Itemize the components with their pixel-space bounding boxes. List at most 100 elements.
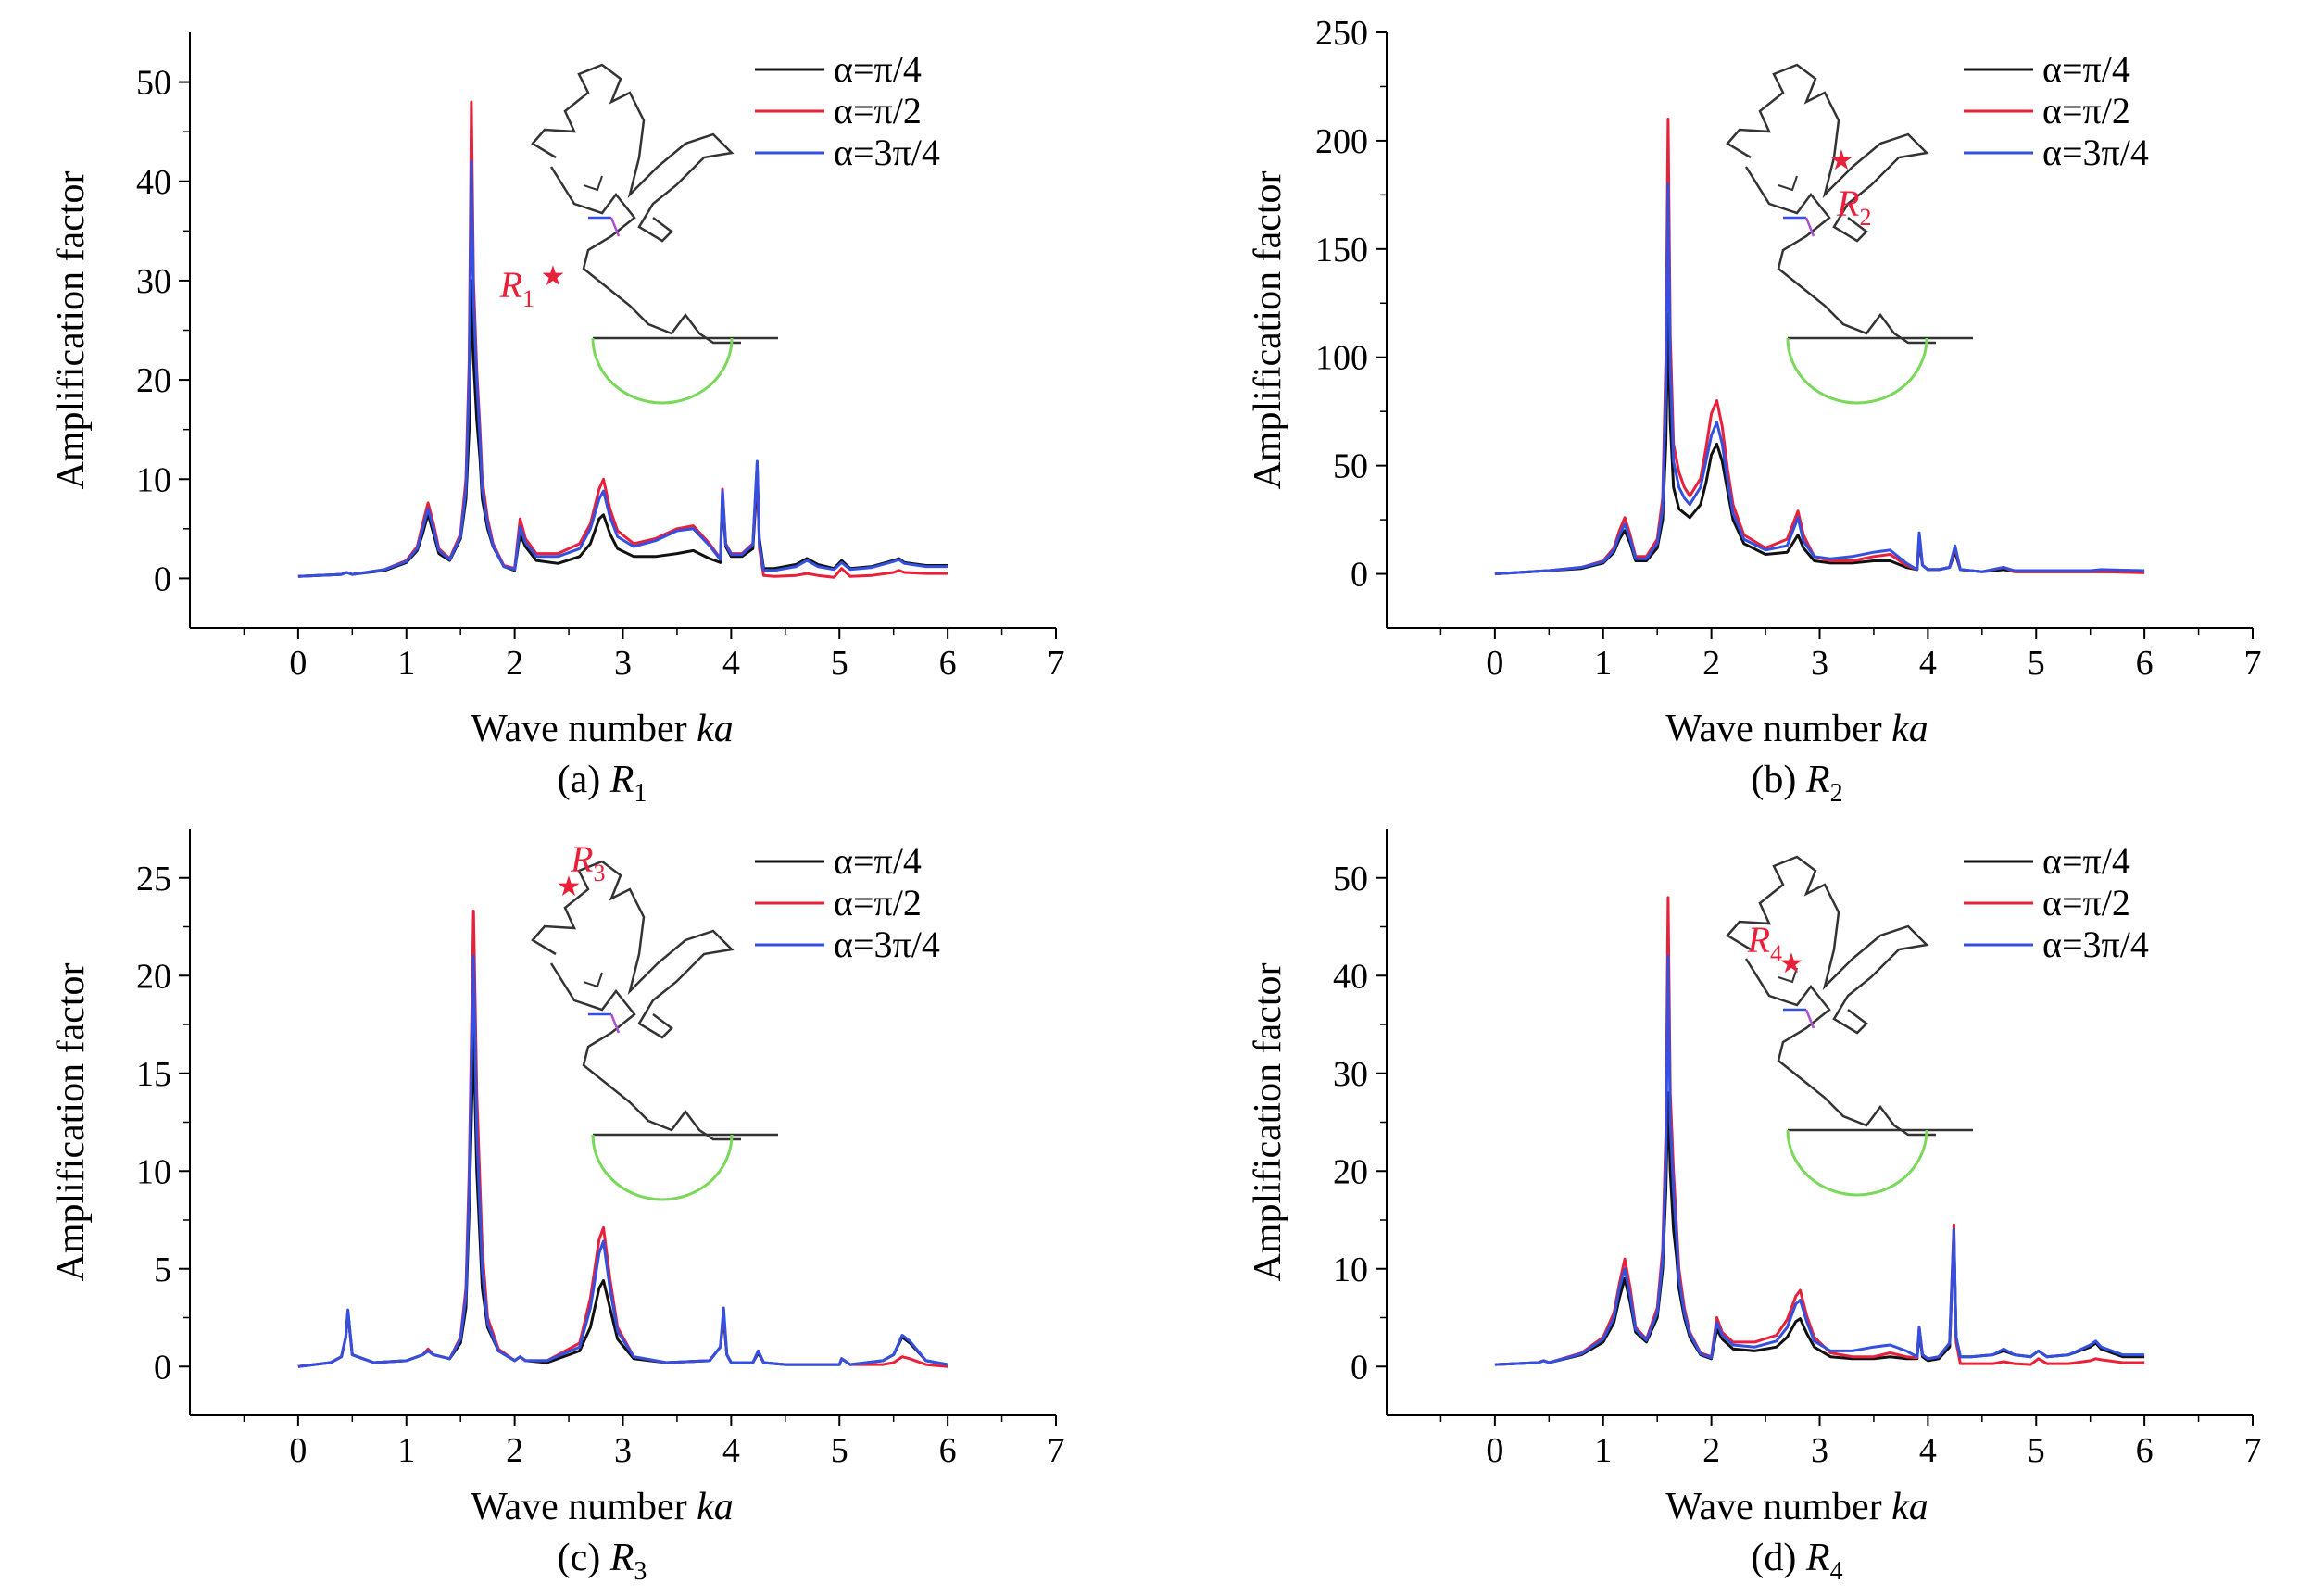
x-tick-label: 3 (614, 644, 632, 683)
x-tick-label: 4 (1919, 644, 1937, 683)
panel-caption: (c) R3 (558, 1537, 647, 1586)
panel-caption-label: R (1805, 759, 1830, 801)
panel-caption-label: R (1805, 1537, 1830, 1579)
measurement-point-subscript: 2 (1859, 204, 1871, 231)
measurement-point-letter: R (570, 838, 593, 880)
measurement-point-subscript: 1 (522, 285, 534, 312)
x-tick-label: 3 (1811, 644, 1828, 683)
x-tick-label: 2 (506, 644, 523, 683)
harbour-outline-lower (1744, 958, 1936, 1137)
legend-label: α=π/4 (2042, 48, 2130, 90)
y-tick-label: 0 (1351, 1348, 1368, 1387)
chart-panel-2: 0 1 2 3 4 5 6 7 0 5 10 15 20 25 Amplification factor Wa… (50, 829, 1065, 1586)
y-axis-label: Amplification factor (50, 170, 93, 489)
y-axis-label: Amplification factor (50, 962, 93, 1281)
x-tick-label: 7 (1048, 644, 1065, 683)
measurement-point-letter: R (1836, 182, 1859, 224)
y-tick-label: 0 (154, 1348, 171, 1387)
inner-boundary-magenta (609, 1013, 621, 1034)
x-axis-label: Wave number ka (471, 1486, 734, 1528)
panel-caption-subscript: 3 (634, 1557, 647, 1586)
y-tick-label: 15 (136, 1055, 171, 1094)
x-tick-label: 4 (722, 1431, 740, 1470)
harbour-dock (583, 175, 603, 192)
x-tick-label: 5 (831, 1431, 848, 1470)
x-tick-label: 4 (1919, 1431, 1937, 1470)
panel-caption: (d) R4 (1751, 1537, 1842, 1586)
x-axis-label-symbol: ka (697, 708, 734, 750)
y-tick-label: 50 (136, 64, 171, 103)
x-axis-label-symbol: ka (1891, 1486, 1928, 1528)
y-tick-label: 30 (1333, 1055, 1368, 1094)
panel-caption-subscript: 2 (1830, 779, 1843, 808)
open-sea-boundary (591, 1134, 734, 1201)
x-tick-label: 3 (1811, 1431, 1828, 1470)
x-tick-label: 2 (506, 1431, 523, 1470)
legend-label: α=3π/4 (2042, 132, 2149, 173)
harbour-dock (1778, 967, 1798, 984)
x-tick-label: 0 (289, 644, 307, 683)
inner-boundary-magenta (1804, 1009, 1815, 1029)
y-tick-label: 150 (1315, 231, 1368, 270)
y-tick-label: 40 (136, 163, 171, 202)
series-line-0 (297, 279, 948, 578)
y-tick-label: 100 (1315, 339, 1368, 378)
y-tick-label: 0 (1351, 556, 1368, 595)
panel-caption-subscript: 4 (1830, 1557, 1843, 1586)
y-tick-label: 40 (1333, 957, 1368, 996)
measurement-point-marker: ★ (541, 261, 566, 292)
x-tick-label: 1 (397, 644, 415, 683)
x-axis-label: Wave number ka (471, 708, 734, 750)
series-line-2 (1494, 954, 2145, 1366)
harbour-inset-map (1726, 855, 1973, 1197)
chart-panel-1: 0 1 2 3 4 5 6 7 0 50 100 150 200 250 Amplification fac… (1247, 14, 2262, 808)
y-tick-label: 50 (1333, 447, 1368, 486)
panel-caption: (a) R1 (558, 759, 647, 808)
series-line-2 (1494, 182, 2145, 575)
y-tick-label: 20 (1333, 1152, 1368, 1191)
y-tick-label: 10 (136, 460, 171, 499)
y-tick-label: 0 (154, 559, 171, 598)
x-tick-label: 6 (939, 644, 957, 683)
harbour-inset-map (531, 63, 778, 405)
panel-caption-prefix: (c) (558, 1537, 610, 1579)
x-axis-label-text: Wave number (471, 708, 697, 750)
x-tick-label: 0 (1486, 1431, 1503, 1470)
legend-label: α=π/4 (834, 840, 922, 882)
harbour-dock (1778, 175, 1798, 192)
legend-label: α=3π/4 (834, 924, 940, 965)
measurement-point-letter: R (1747, 919, 1770, 961)
x-tick-label: 6 (939, 1431, 957, 1470)
inner-boundary-magenta (609, 217, 621, 237)
open-sea-boundary (1786, 337, 1928, 405)
x-tick-label: 5 (831, 644, 848, 683)
y-axis-label: Amplification factor (1247, 170, 1289, 489)
y-tick-label: 10 (136, 1152, 171, 1191)
series-line-1 (297, 910, 948, 1368)
measurement-point-label: R1 (499, 264, 534, 312)
series-line-0 (1494, 312, 2145, 575)
measurement-point-subscript: 4 (1770, 940, 1782, 967)
x-tick-label: 1 (397, 1431, 415, 1470)
series-line-0 (1494, 1091, 2145, 1366)
x-tick-label: 3 (614, 1431, 632, 1470)
x-axis-label-text: Wave number (471, 1486, 697, 1528)
measurement-point-label: R3 (570, 838, 605, 886)
x-tick-label: 7 (2244, 644, 2262, 683)
x-tick-label: 2 (1702, 644, 1720, 683)
harbour-dock (583, 972, 603, 988)
x-tick-label: 6 (2136, 644, 2154, 683)
legend-label: α=π/2 (2042, 882, 2130, 924)
x-axis-label-text: Wave number (1665, 1486, 1891, 1528)
harbour-outline-lower (549, 166, 741, 345)
harbour-inset-map (531, 860, 778, 1201)
measurement-point-label: R4 (1747, 919, 1782, 967)
legend-label: α=π/4 (834, 48, 922, 90)
x-axis-label-symbol: ka (697, 1486, 734, 1528)
panel-caption-label: R (609, 1537, 634, 1579)
panel-caption-subscript: 1 (634, 779, 647, 808)
x-tick-label: 7 (2244, 1431, 2262, 1470)
legend-label: α=π/2 (834, 90, 922, 132)
measurement-point-label: R2 (1836, 182, 1871, 231)
x-axis-label: Wave number ka (1665, 1486, 1928, 1528)
